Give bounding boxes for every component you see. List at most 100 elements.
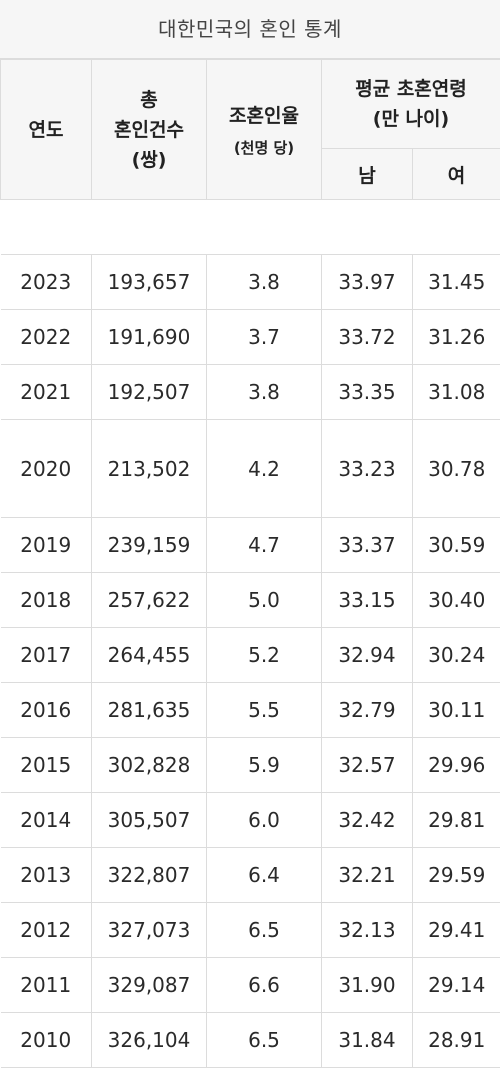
cell-female: 29.59	[413, 848, 500, 903]
cell-total: 305,507	[92, 793, 207, 848]
cell-female: 29.41	[413, 903, 500, 958]
cell-male: 33.97	[322, 255, 413, 310]
cell-male: 33.35	[322, 365, 413, 420]
cell-total: 257,622	[92, 573, 207, 628]
cell-year: 2015	[1, 738, 92, 793]
cell-total: 281,635	[92, 683, 207, 738]
header-rate-line2: (천명 당)	[207, 137, 321, 158]
cell-female: 28.91	[413, 1013, 500, 1068]
cell-rate: 4.2	[207, 420, 322, 518]
cell-male: 32.57	[322, 738, 413, 793]
cell-rate: 3.8	[207, 365, 322, 420]
cell-total: 326,104	[92, 1013, 207, 1068]
cell-male: 32.79	[322, 683, 413, 738]
cell-rate: 3.7	[207, 310, 322, 365]
header-rate-line1: 조혼인율	[207, 101, 321, 131]
cell-year: 2010	[1, 1013, 92, 1068]
cell-female: 30.59	[413, 518, 500, 573]
header-year-label: 연도	[1, 115, 91, 145]
cell-total: 191,690	[92, 310, 207, 365]
cell-year: 2013	[1, 848, 92, 903]
table-header: 연도 총 혼인건수 (쌍) 조혼인율 (천명 당) 평균 초혼연령 (만 나이)…	[1, 60, 500, 200]
cell-total: 193,657	[92, 255, 207, 310]
header-avg-first-marriage-age: 평균 초혼연령 (만 나이)	[322, 60, 500, 149]
cell-rate: 6.4	[207, 848, 322, 903]
marriage-stats-table: 연도 총 혼인건수 (쌍) 조혼인율 (천명 당) 평균 초혼연령 (만 나이)…	[0, 59, 500, 1068]
cell-rate: 6.5	[207, 1013, 322, 1068]
cell-male: 32.21	[322, 848, 413, 903]
cell-total: 213,502	[92, 420, 207, 518]
header-total-line3: (쌍)	[92, 145, 206, 175]
cell-male: 31.90	[322, 958, 413, 1013]
cell-total: 264,455	[92, 628, 207, 683]
cell-female: 29.96	[413, 738, 500, 793]
cell-rate: 3.8	[207, 255, 322, 310]
cell-year: 2011	[1, 958, 92, 1013]
header-crude-marriage-rate: 조혼인율 (천명 당)	[207, 60, 322, 200]
cell-rate: 6.5	[207, 903, 322, 958]
cell-female: 31.45	[413, 255, 500, 310]
cell-female: 30.78	[413, 420, 500, 518]
cell-rate: 5.2	[207, 628, 322, 683]
cell-male: 31.84	[322, 1013, 413, 1068]
cell-female: 30.24	[413, 628, 500, 683]
header-age-line1: 평균 초혼연령	[322, 74, 500, 104]
cell-year: 2023	[1, 255, 92, 310]
cell-rate: 6.6	[207, 958, 322, 1013]
cell-female: 31.08	[413, 365, 500, 420]
header-year: 연도	[1, 60, 92, 200]
cell-year: 2014	[1, 793, 92, 848]
header-gap	[1, 200, 500, 255]
cell-year: 2022	[1, 310, 92, 365]
header-age-line2: (만 나이)	[322, 104, 500, 134]
cell-female: 30.40	[413, 573, 500, 628]
cell-male: 33.72	[322, 310, 413, 365]
header-male: 남	[322, 149, 413, 200]
table-caption: 대한민국의 혼인 통계	[0, 0, 500, 59]
cell-rate: 5.0	[207, 573, 322, 628]
header-total-line2: 혼인건수	[92, 115, 206, 145]
cell-total: 329,087	[92, 958, 207, 1013]
cell-year: 2012	[1, 903, 92, 958]
cell-rate: 4.7	[207, 518, 322, 573]
cell-total: 322,807	[92, 848, 207, 903]
cell-male: 33.23	[322, 420, 413, 518]
cell-year: 2020	[1, 420, 92, 518]
cell-male: 32.13	[322, 903, 413, 958]
cell-male: 32.94	[322, 628, 413, 683]
cell-year: 2017	[1, 628, 92, 683]
cell-total: 302,828	[92, 738, 207, 793]
cell-male: 32.42	[322, 793, 413, 848]
header-female: 여	[413, 149, 500, 200]
cell-year: 2018	[1, 573, 92, 628]
cell-rate: 5.5	[207, 683, 322, 738]
cell-year: 2016	[1, 683, 92, 738]
cell-male: 33.15	[322, 573, 413, 628]
cell-rate: 6.0	[207, 793, 322, 848]
cell-rate: 5.9	[207, 738, 322, 793]
cell-female: 29.81	[413, 793, 500, 848]
header-total-marriages: 총 혼인건수 (쌍)	[92, 60, 207, 200]
cell-year: 2019	[1, 518, 92, 573]
cell-total: 239,159	[92, 518, 207, 573]
cell-male: 33.37	[322, 518, 413, 573]
cell-female: 31.26	[413, 310, 500, 365]
cell-female: 30.11	[413, 683, 500, 738]
cell-total: 192,507	[92, 365, 207, 420]
marriage-stats-page: 대한민국의 혼인 통계 연도 총 혼인건수 (쌍) 조혼인율 (천명 당)	[0, 0, 500, 1000]
cell-year: 2021	[1, 365, 92, 420]
